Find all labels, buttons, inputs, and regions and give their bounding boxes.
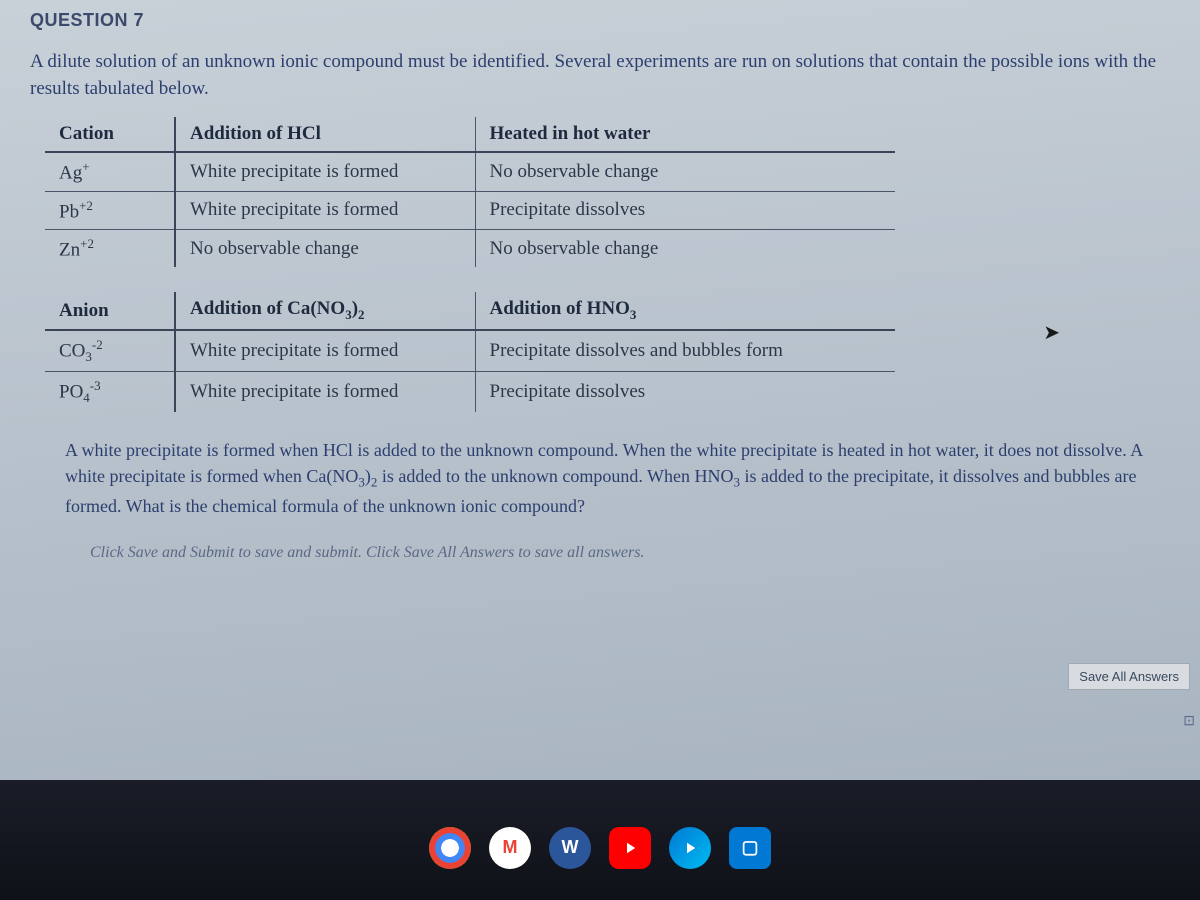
table-row: Pb+2 White precipitate is formed Precipi… — [45, 191, 895, 229]
word-icon[interactable]: W — [549, 827, 591, 869]
chrome-icon[interactable] — [429, 827, 471, 869]
cursor-icon: ➤ — [1043, 320, 1060, 345]
media-player-icon[interactable] — [669, 827, 711, 869]
cation-table: Cation Addition of HCl Heated in hot wat… — [45, 117, 895, 267]
table-row: Ag+ White precipitate is formed No obser… — [45, 152, 895, 191]
result-cell: White precipitate is formed — [175, 152, 475, 191]
header-anion: Anion — [45, 292, 175, 330]
header-hcl: Addition of HCl — [175, 117, 475, 152]
submit-instruction: Click Save and Submit to save and submit… — [90, 544, 1170, 562]
question-intro: A dilute solution of an unknown ionic co… — [30, 49, 1170, 102]
result-cell: Precipitate dissolves — [475, 191, 895, 229]
ion-cell: Pb+2 — [45, 191, 175, 229]
ion-cell: Ag+ — [45, 152, 175, 191]
header-cation: Cation — [45, 117, 175, 152]
result-cell: No observable change — [175, 229, 475, 267]
question-content: QUESTION 7 A dilute solution of an unkno… — [0, 0, 1200, 780]
table-header-row: Cation Addition of HCl Heated in hot wat… — [45, 117, 895, 152]
table-row: Zn+2 No observable change No observable … — [45, 229, 895, 267]
table-header-row: Anion Addition of Ca(NO3)2 Addition of H… — [45, 292, 895, 330]
result-cell: White precipitate is formed — [175, 191, 475, 229]
result-cell: White precipitate is formed — [175, 330, 475, 372]
result-cell: No observable change — [475, 152, 895, 191]
table-row: PO4-3 White precipitate is formed Precip… — [45, 372, 895, 413]
header-hotwater: Heated in hot water — [475, 117, 895, 152]
anion-table: Anion Addition of Ca(NO3)2 Addition of H… — [45, 292, 895, 412]
ion-cell: PO4-3 — [45, 372, 175, 413]
windows-taskbar[interactable]: M W ▢ — [0, 780, 1200, 900]
ion-cell: Zn+2 — [45, 229, 175, 267]
header-hno3: Addition of HNO3 — [475, 292, 895, 330]
question-number: QUESTION 7 — [30, 10, 1170, 31]
result-cell: No observable change — [475, 229, 895, 267]
youtube-icon[interactable] — [609, 827, 651, 869]
question-prompt: A white precipitate is formed when HCl i… — [65, 437, 1155, 519]
result-cell: Precipitate dissolves — [475, 372, 895, 413]
result-cell: White precipitate is formed — [175, 372, 475, 413]
ion-cell: CO3-2 — [45, 330, 175, 372]
save-all-answers-button[interactable]: Save All Answers — [1068, 663, 1190, 690]
store-icon[interactable]: ▢ — [729, 827, 771, 869]
header-cano3: Addition of Ca(NO3)2 — [175, 292, 475, 330]
table-row: CO3-2 White precipitate is formed Precip… — [45, 330, 895, 372]
expand-icon[interactable]: ⊡ — [1183, 713, 1195, 730]
gmail-icon[interactable]: M — [489, 827, 531, 869]
result-cell: Precipitate dissolves and bubbles form — [475, 330, 895, 372]
